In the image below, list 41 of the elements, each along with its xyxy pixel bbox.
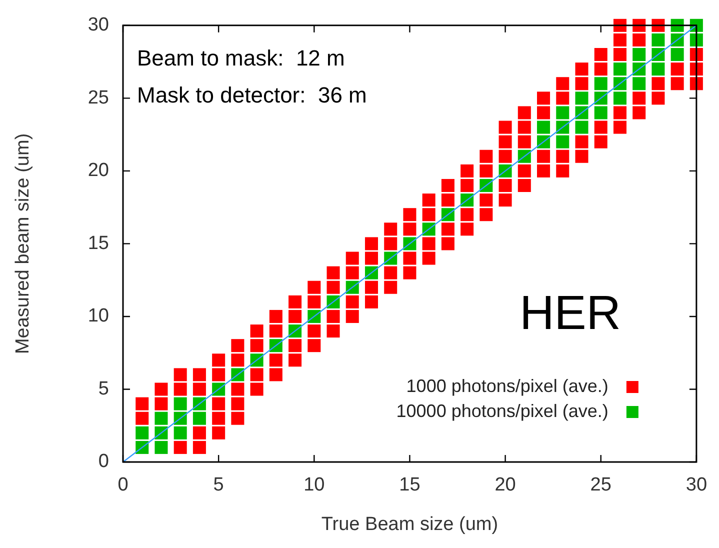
x-tick-label: 20 <box>494 474 516 496</box>
point <box>556 106 570 120</box>
x-tick-label: 25 <box>590 474 612 496</box>
y-tick-label: 30 <box>88 14 109 36</box>
annotation: HER <box>520 286 621 340</box>
annotation: Beam to mask: 12 m <box>137 45 345 70</box>
y-tick-label: 25 <box>88 87 109 108</box>
point <box>154 412 168 425</box>
point <box>192 412 206 425</box>
point <box>613 62 626 76</box>
x-tick-label: 0 <box>118 474 128 496</box>
point <box>652 33 665 46</box>
point <box>613 92 626 105</box>
point <box>575 120 588 134</box>
legend-label: 10000 photons/pixel (ave.) <box>396 400 608 421</box>
y-tick-label: 5 <box>98 378 109 400</box>
x-tick-label: 10 <box>304 474 325 496</box>
x-tick-label: 30 <box>686 474 708 496</box>
point <box>154 440 168 454</box>
point <box>632 48 646 62</box>
x-tick-label: 5 <box>213 474 224 496</box>
point <box>174 426 187 440</box>
point <box>594 77 608 90</box>
x-tick-label: 15 <box>399 474 420 496</box>
x-axis-title: True Beam size (um) <box>321 514 498 535</box>
y-axis-title: Measured beam size (um) <box>12 133 34 354</box>
point <box>575 92 588 105</box>
point <box>652 62 665 76</box>
point <box>174 397 187 410</box>
y-tick-label: 20 <box>88 160 109 182</box>
y-tick-label: 10 <box>88 306 109 327</box>
point <box>670 48 684 62</box>
y-tick-label: 0 <box>98 451 109 472</box>
y-tick-label: 15 <box>88 232 109 254</box>
point <box>537 120 550 134</box>
legend-label: 1000 photons/pixel (ave.) <box>406 376 608 396</box>
point <box>594 106 608 120</box>
point <box>632 77 646 90</box>
annotation: Mask to detector: 36 m <box>137 82 367 108</box>
point <box>556 135 570 148</box>
point <box>136 426 149 440</box>
